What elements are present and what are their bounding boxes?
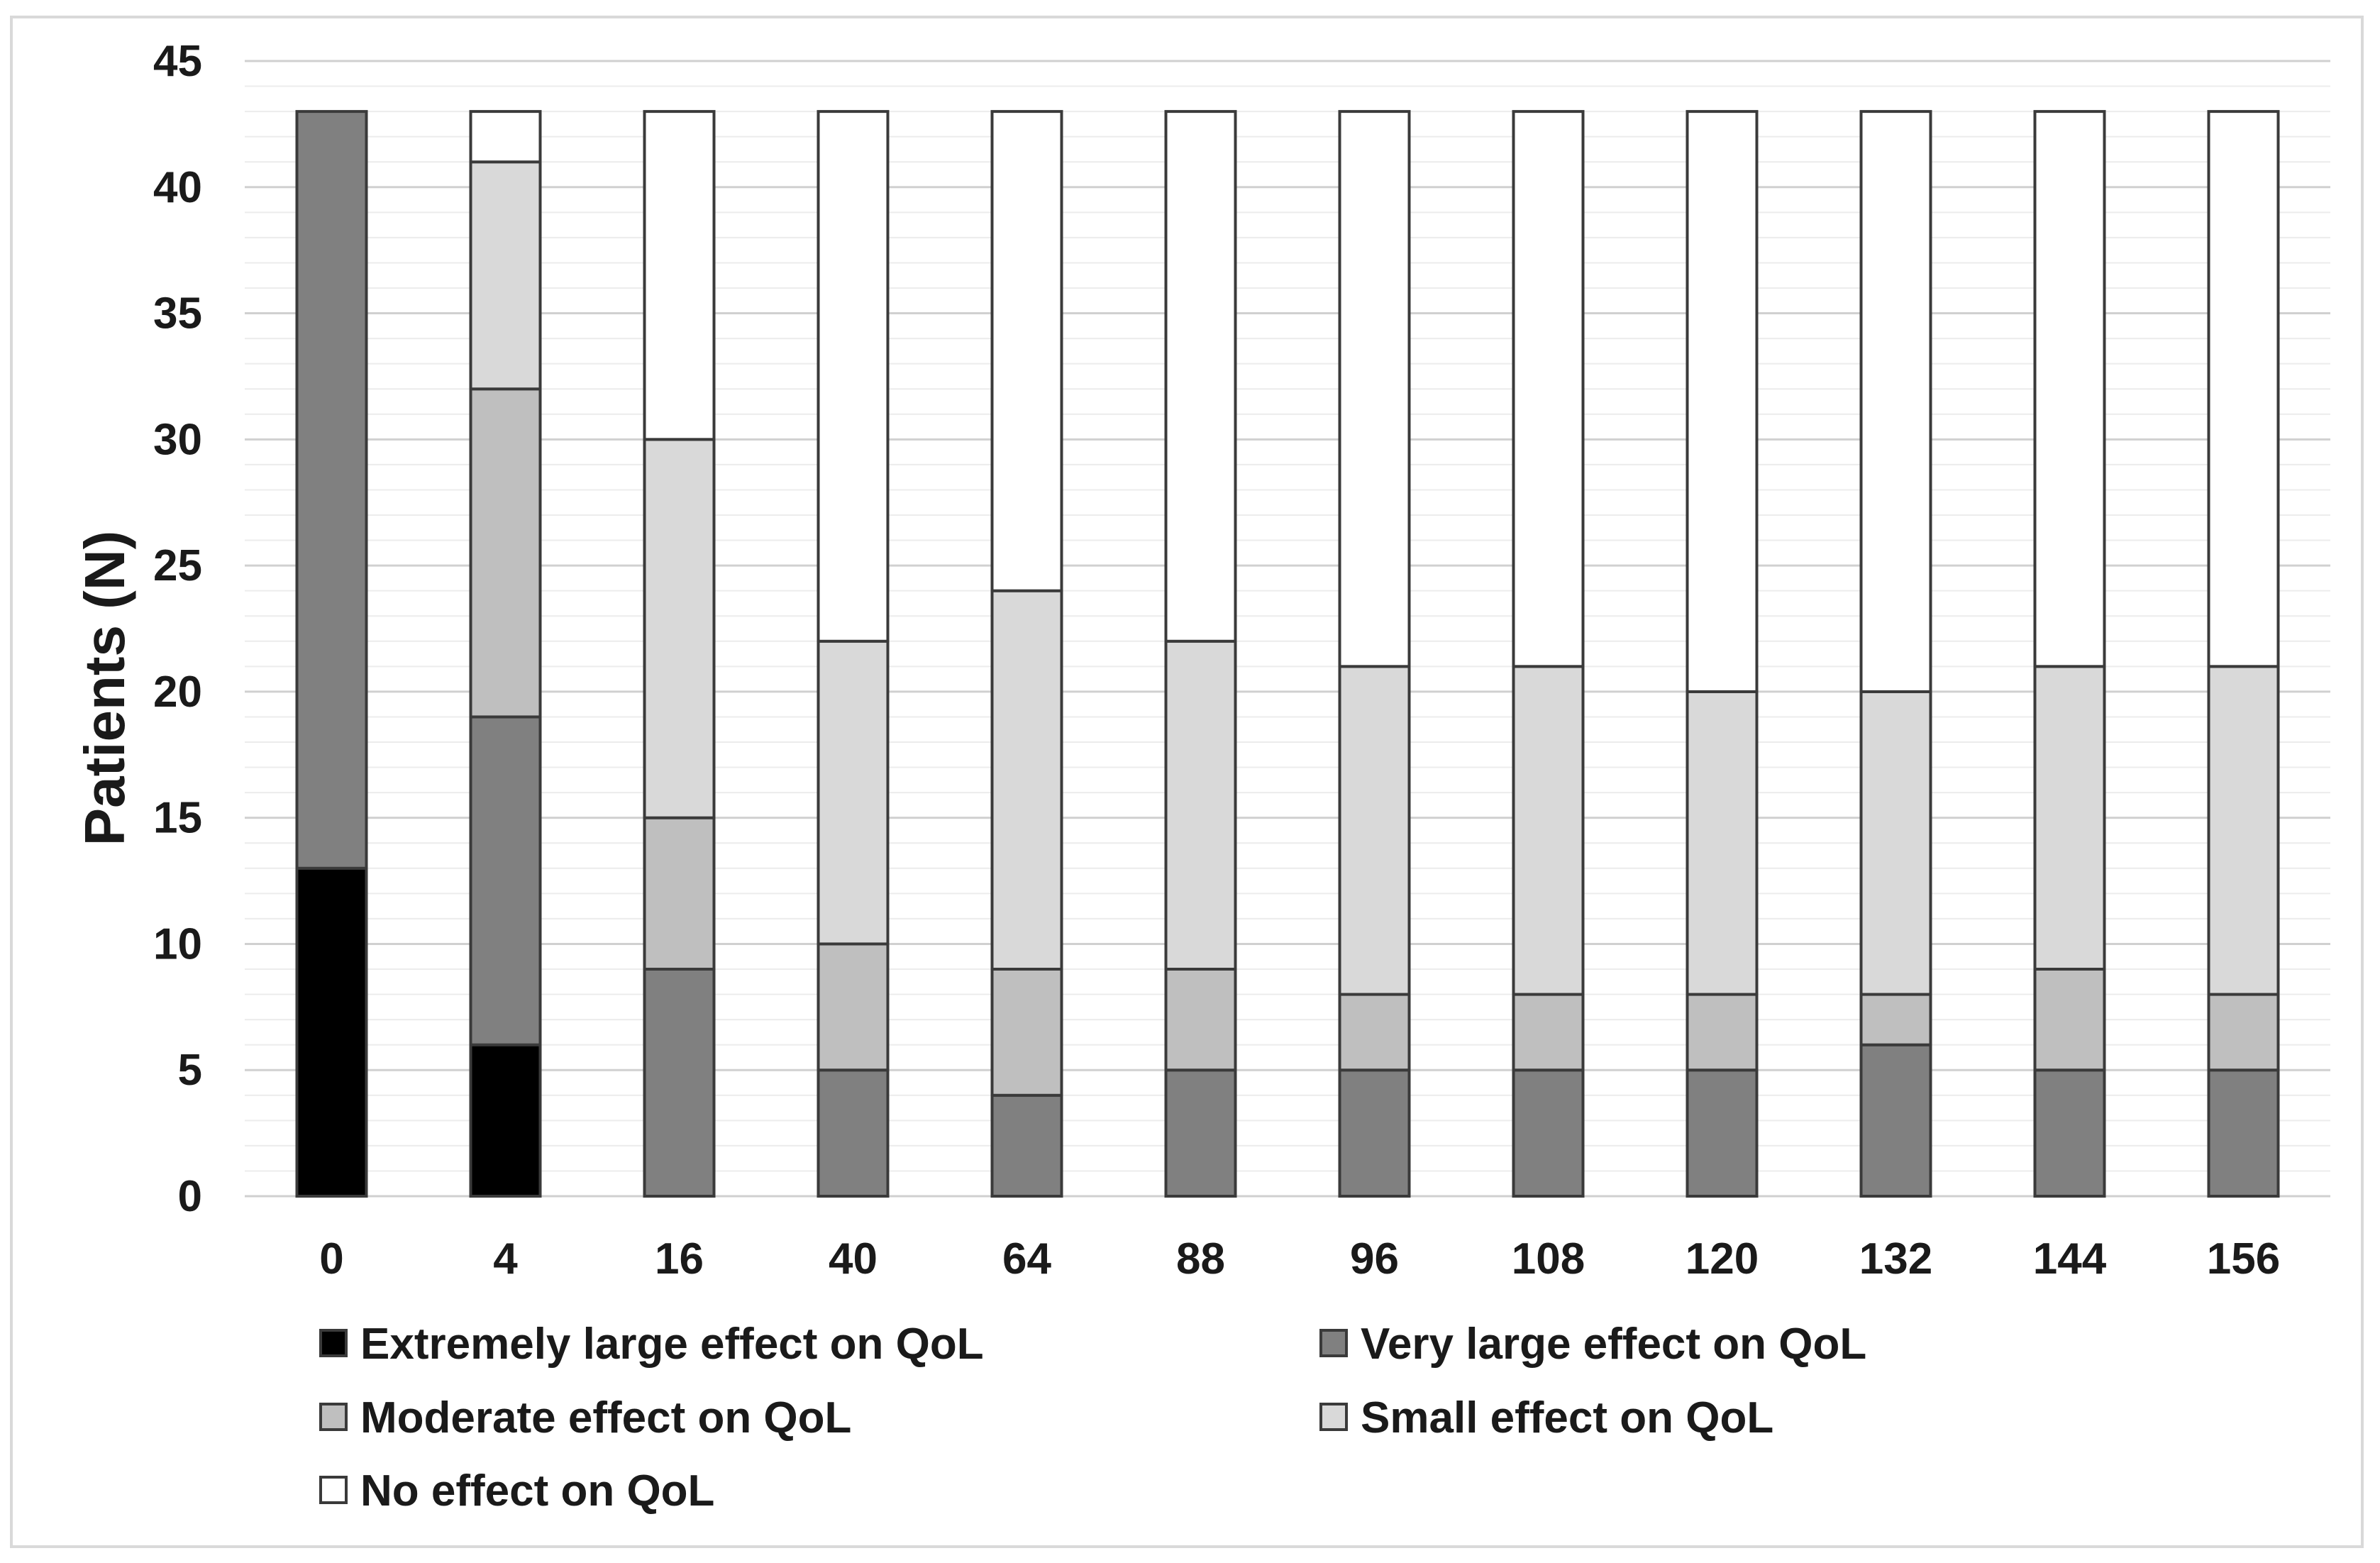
grid-lines [245, 60, 2330, 1198]
bar-segment [1512, 1068, 1585, 1198]
bar-segment [1686, 1068, 1759, 1198]
y-axis-title: Patients (N) [73, 531, 136, 846]
legend-label: Very large effect on QoL [1361, 1320, 1866, 1369]
legend-swatch [319, 1329, 348, 1357]
x-tick-label: 16 [655, 1235, 704, 1283]
legend: Extremely large effect on QoL Very large … [319, 1320, 1866, 1515]
bar-segment [1512, 110, 1585, 668]
bar-segment [2207, 110, 2280, 668]
bar-segment [990, 1093, 1063, 1198]
bar-segment [1859, 1043, 1932, 1198]
legend-swatch [1319, 1403, 1348, 1431]
x-tick-label: 64 [1002, 1235, 1051, 1283]
y-tick-label: 45 [153, 37, 202, 86]
bar-segment [1164, 968, 1237, 1072]
bar-segment [1512, 665, 1585, 996]
bar-segment [1338, 665, 1411, 996]
bar-segment [817, 942, 890, 1072]
x-tick-label: 88 [1176, 1235, 1225, 1283]
bar-segment [469, 1043, 542, 1198]
bar-segment [1338, 1068, 1411, 1198]
bar-segment [1859, 993, 1932, 1046]
bar-segment [469, 715, 542, 1046]
x-tick-label: 108 [1512, 1235, 1585, 1283]
bar-segment [469, 160, 542, 391]
bar-segment [643, 110, 716, 441]
x-axis-ticks: 0 4 16 40 64 88 96 108 120 132 144 156 [319, 1235, 2280, 1283]
bar-segment [1164, 110, 1237, 643]
bar-segment [1338, 110, 1411, 668]
bar-segment [1859, 690, 1932, 996]
bar-segment [643, 816, 716, 971]
bar-segment [1686, 110, 1759, 693]
x-tick-label: 120 [1686, 1235, 1759, 1283]
bar-segment [643, 968, 716, 1198]
legend-label: Moderate effect on QoL [360, 1393, 851, 1442]
y-axis-ticks: 0 5 10 15 20 25 30 35 40 45 [153, 37, 202, 1221]
bar-segment [2207, 993, 2280, 1072]
bar-segment [1164, 1068, 1237, 1198]
bar-segment [295, 866, 368, 1198]
bars [295, 110, 2280, 1198]
bar-segment [2033, 110, 2106, 668]
bar-segment [817, 1068, 890, 1198]
bar-segment [2033, 968, 2106, 1072]
legend-swatch [1319, 1329, 1348, 1357]
bar-segment [2033, 1068, 2106, 1198]
bar-segment [1338, 993, 1411, 1072]
bar-segment [2033, 665, 2106, 971]
x-tick-label: 156 [2207, 1235, 2280, 1283]
bar-segment [2207, 1068, 2280, 1198]
bar-segment [1859, 110, 1932, 693]
bar-segment [2207, 665, 2280, 996]
bar-segment [469, 110, 542, 164]
bar-segment [1686, 993, 1759, 1072]
bar-segment [817, 110, 890, 643]
x-tick-label: 96 [1350, 1235, 1399, 1283]
bar-segment [990, 110, 1063, 592]
y-tick-label: 15 [153, 794, 202, 843]
bar-segment [1164, 639, 1237, 971]
y-tick-label: 0 [178, 1172, 202, 1221]
bar-segment [469, 387, 542, 719]
x-tick-label: 132 [1859, 1235, 1932, 1283]
y-tick-label: 5 [178, 1046, 202, 1095]
x-tick-label: 144 [2033, 1235, 2107, 1283]
legend-swatch [319, 1403, 348, 1431]
y-tick-label: 25 [153, 541, 202, 590]
bar-segment [1512, 993, 1585, 1072]
y-tick-label: 30 [153, 415, 202, 464]
bar-segment [643, 438, 716, 819]
legend-label: Small effect on QoL [1361, 1393, 1773, 1442]
y-tick-label: 20 [153, 668, 202, 717]
x-tick-label: 0 [319, 1235, 343, 1283]
x-tick-label: 40 [829, 1235, 878, 1283]
bar-segment [817, 639, 890, 946]
legend-label: No effect on QoL [360, 1467, 714, 1515]
y-tick-label: 10 [153, 919, 202, 968]
y-tick-label: 40 [153, 163, 202, 212]
legend-swatch [319, 1476, 348, 1504]
bar-segment [990, 968, 1063, 1097]
x-tick-label: 4 [493, 1235, 518, 1283]
bar-segment [1686, 690, 1759, 996]
legend-label: Extremely large effect on QoL [360, 1320, 984, 1369]
y-tick-label: 35 [153, 289, 202, 338]
bar-segment [990, 589, 1063, 971]
bar-segment [295, 110, 368, 870]
